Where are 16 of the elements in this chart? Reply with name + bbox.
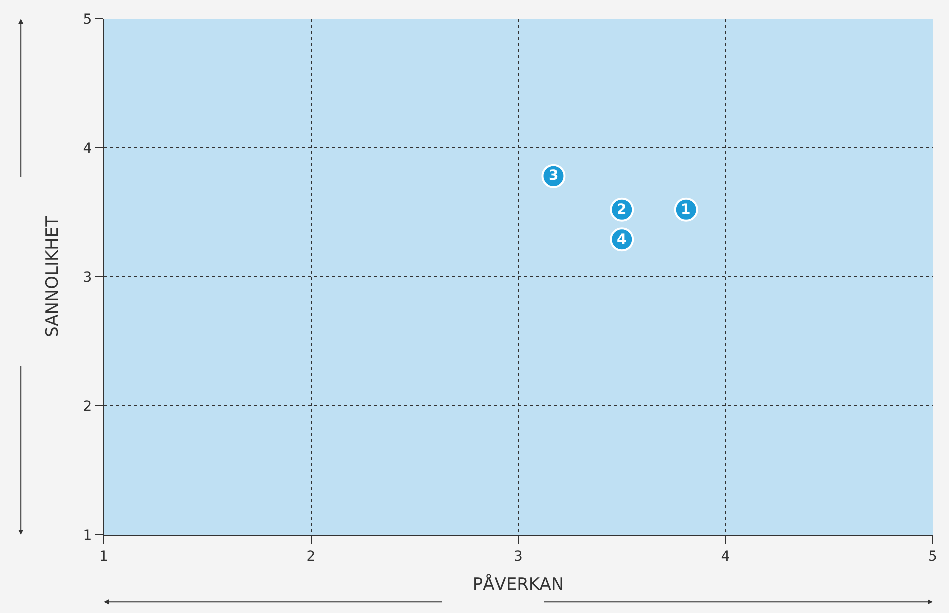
x-tick-label: 2 [306, 548, 316, 565]
y-tick-label: 4 [83, 140, 92, 157]
annotation: 1 [681, 202, 691, 218]
annotation: 4 [617, 232, 627, 248]
y-tick-label: 5 [83, 12, 92, 28]
x-tick-label: 5 [928, 548, 938, 565]
y-tick-label: 2 [83, 398, 92, 415]
x-axis-title: PÅVERKAN [472, 574, 564, 596]
y-axis-title: SANNOLIKHET [42, 216, 63, 338]
x-tick-label: 3 [514, 548, 523, 565]
annotation: 2 [617, 202, 627, 218]
annotation: 3 [549, 168, 559, 184]
x-tick-label: 1 [100, 548, 108, 565]
y-tick-label: 3 [83, 270, 92, 286]
y-tick-label: 1 [83, 528, 92, 544]
x-tick-label: 4 [721, 548, 730, 565]
